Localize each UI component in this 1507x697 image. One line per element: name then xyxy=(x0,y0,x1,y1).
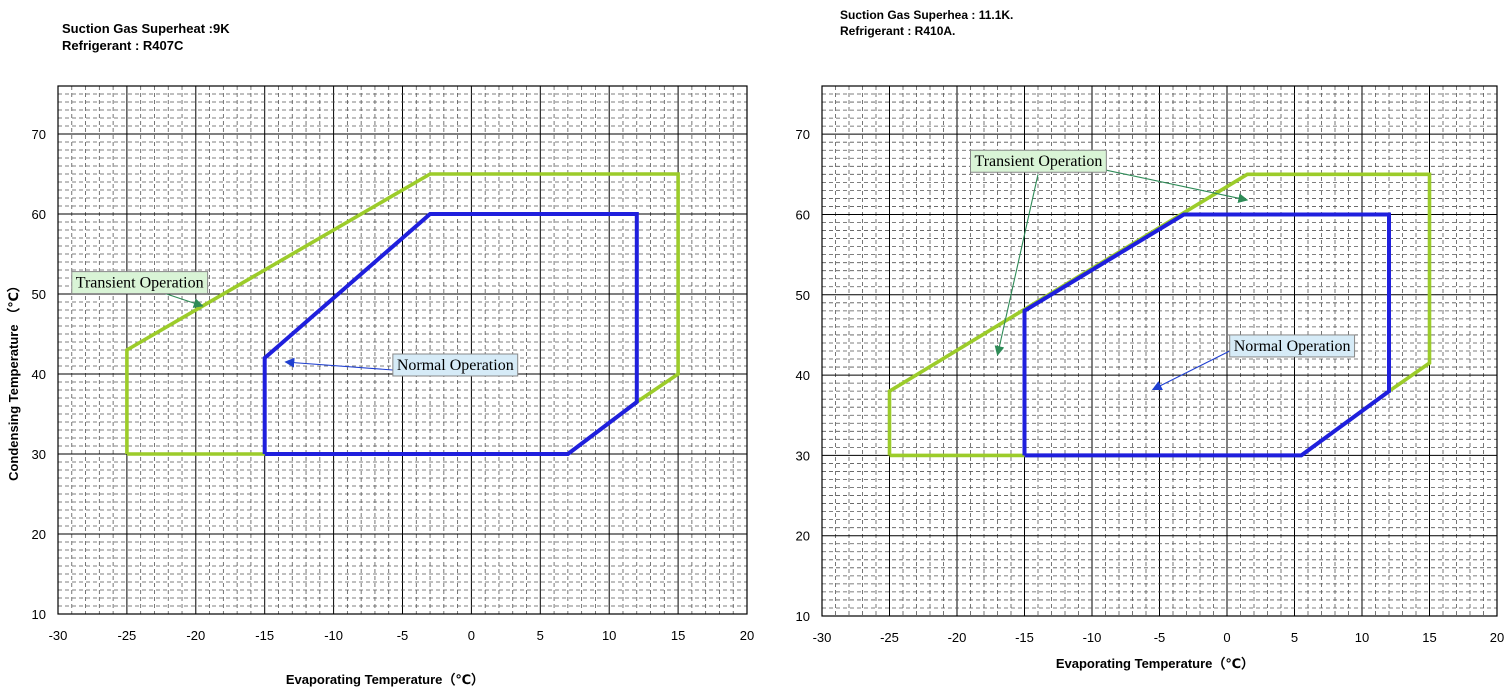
chart-header-left: Suction Gas Superheat :9K Refrigerant : … xyxy=(62,20,230,54)
refrigerant-label-right: Refrigerant : R410A. xyxy=(840,24,956,38)
superheat-label-left: Suction Gas Superheat :9K xyxy=(62,21,230,36)
grid xyxy=(821,85,1498,617)
callout-box xyxy=(970,149,1107,173)
x-tick-label: -20 xyxy=(186,628,205,643)
x-tick-label: -15 xyxy=(255,628,274,643)
y-tick-label: 10 xyxy=(32,607,46,622)
chart-right-r410a: -30 -25 -20 -15 -10 -5 0 5 10 15 20 10 20 30 40 50 60 70 E… xyxy=(796,85,1504,671)
x-tick-label: 5 xyxy=(537,628,544,643)
transient-callout-arrow xyxy=(1087,165,1249,204)
y-tick-label: 70 xyxy=(32,127,46,142)
superheat-label-right: Suction Gas Superhea : 11.1K. xyxy=(840,8,1014,22)
y-tick-label: 40 xyxy=(32,367,46,382)
x-tick-label: -15 xyxy=(1015,630,1034,645)
callout-box xyxy=(1229,334,1356,358)
x-tick-label: -10 xyxy=(324,628,343,643)
normal-operation-envelope xyxy=(262,212,639,456)
y-tick-label: 70 xyxy=(796,127,810,142)
y-tick-label: 10 xyxy=(796,609,810,624)
x-tick-label: 0 xyxy=(468,628,475,643)
x-tick-label: 15 xyxy=(1422,630,1436,645)
refrigerant-label-left: Refrigerant : R407C xyxy=(62,38,184,53)
callout-label: Transient Operation xyxy=(975,153,1103,170)
callout-label: Normal Operation xyxy=(1234,338,1351,355)
x-tick-label: -20 xyxy=(948,630,967,645)
chart-header-right: Suction Gas Superhea : 11.1K. Refrigeran… xyxy=(840,7,1013,39)
plot-frame xyxy=(57,85,748,615)
callout-box xyxy=(392,353,519,377)
y-tick-label: 60 xyxy=(796,207,810,222)
y-tick-label: 20 xyxy=(796,529,810,544)
x-tick-label: 10 xyxy=(1355,630,1369,645)
x-tick-label: 5 xyxy=(1291,630,1298,645)
y-tick-label: 60 xyxy=(32,207,46,222)
x-tick-label: -25 xyxy=(118,628,137,643)
y-tick-label: 30 xyxy=(796,448,810,463)
callout-box xyxy=(71,271,209,295)
transient-callout: Transient Operation xyxy=(71,271,209,295)
y-tick-label: 40 xyxy=(796,368,810,383)
y-tick-label: 30 xyxy=(32,447,46,462)
x-tick-label: -5 xyxy=(1154,630,1166,645)
y-tick-label: 20 xyxy=(32,527,46,542)
plot-frame xyxy=(821,85,1498,617)
x-tick-label: 20 xyxy=(1490,630,1504,645)
y-tick-label: 50 xyxy=(796,288,810,303)
x-tick-label: -30 xyxy=(813,630,832,645)
chart-left-r407c: -30 -25 -20 -15 -10 -5 0 5 10 15 20 10 20 30 40 50 60 70 E… xyxy=(6,85,754,687)
x-tick-label: -10 xyxy=(1083,630,1102,645)
x-tick-label: 0 xyxy=(1223,630,1230,645)
normal-operation-envelope xyxy=(1022,212,1391,458)
normal-callout: Normal Operation xyxy=(392,353,519,377)
y-tick-label: 50 xyxy=(32,287,46,302)
y-axis-label: Condensing Temperature （℃） xyxy=(6,279,21,481)
transient-callout-arrow xyxy=(994,174,1039,356)
x-tick-label: 20 xyxy=(740,628,754,643)
grid xyxy=(57,85,748,615)
x-tick-label: -5 xyxy=(397,628,409,643)
x-axis-label: Evaporating Temperature（℃） xyxy=(286,672,484,687)
callout-label: Normal Operation xyxy=(397,357,514,374)
normal-callout: Normal Operation xyxy=(1229,334,1356,358)
transient-callout: Transient Operation xyxy=(970,149,1107,173)
callout-label: Transient Operation xyxy=(76,275,204,292)
x-axis-label: Evaporating Temperature（℃） xyxy=(1056,656,1254,671)
x-tick-label: 15 xyxy=(671,628,685,643)
normal-callout-arrow xyxy=(1151,350,1230,391)
normal-callout-arrow xyxy=(284,357,393,371)
x-tick-label: 10 xyxy=(602,628,616,643)
x-tick-label: -25 xyxy=(880,630,899,645)
x-tick-label: -30 xyxy=(49,628,68,643)
